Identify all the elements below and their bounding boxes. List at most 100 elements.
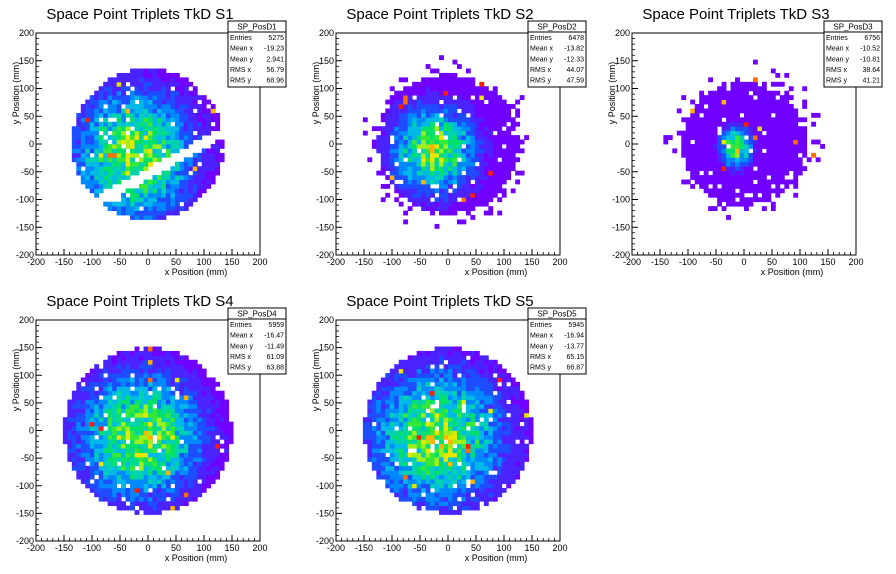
heatmap-bin bbox=[179, 492, 185, 498]
heatmap-bin bbox=[201, 452, 207, 458]
heatmap-bin bbox=[492, 483, 498, 489]
heatmap-bin bbox=[161, 72, 167, 78]
heatmap-bin bbox=[80, 417, 86, 423]
heatmap-bin bbox=[506, 130, 512, 136]
heatmap-bin bbox=[430, 175, 435, 180]
heatmap-bin bbox=[461, 161, 467, 167]
heatmap-bin bbox=[112, 426, 118, 431]
heatmap-bin bbox=[407, 386, 413, 392]
panel-1: -200 -150 -100 -50 0 50 100 150 200-200-150-100-… bbox=[11, 6, 287, 277]
heatmap-bin bbox=[134, 483, 140, 489]
heatmap-bin bbox=[784, 104, 790, 109]
heatmap-bin bbox=[766, 148, 772, 154]
heatmap-bin bbox=[161, 68, 167, 74]
heatmap-bin bbox=[456, 501, 462, 507]
heatmap-bins bbox=[62, 346, 234, 515]
heatmap-bin bbox=[407, 403, 413, 409]
heatmap-bin bbox=[797, 161, 803, 167]
heatmap-bin bbox=[685, 148, 691, 154]
heatmap-bin bbox=[139, 166, 144, 172]
stats-name: SP_PosD1 bbox=[237, 23, 277, 32]
heatmap-bin bbox=[179, 457, 185, 462]
heatmap-bin bbox=[434, 81, 440, 87]
heatmap-bin bbox=[188, 139, 194, 145]
heatmap-bin bbox=[739, 144, 745, 149]
heatmap-bin bbox=[376, 470, 382, 476]
heatmap-bin bbox=[398, 390, 404, 396]
heatmap-bin bbox=[389, 152, 395, 158]
heatmap-bin bbox=[434, 77, 440, 83]
heatmap-bin bbox=[197, 487, 203, 493]
heatmap-bin bbox=[134, 390, 140, 396]
stats-label: RMS y bbox=[230, 78, 252, 85]
heatmap-bin bbox=[389, 487, 395, 493]
heatmap-bin bbox=[488, 377, 494, 383]
heatmap-bin bbox=[125, 448, 131, 453]
heatmap-bin bbox=[197, 408, 203, 414]
heatmap-bin bbox=[156, 86, 162, 92]
heatmap-bin bbox=[439, 510, 444, 515]
heatmap-bin bbox=[483, 210, 489, 216]
heatmap-bin bbox=[130, 157, 135, 163]
heatmap-bin bbox=[757, 112, 763, 118]
heatmap-bin bbox=[470, 188, 476, 194]
heatmap-bin bbox=[67, 430, 73, 436]
heatmap-bin bbox=[766, 104, 772, 109]
heatmap-bin bbox=[398, 381, 404, 387]
heatmap-bin bbox=[188, 108, 194, 114]
heatmap-bin bbox=[148, 104, 153, 109]
heatmap-bin bbox=[784, 139, 790, 145]
heatmap-bin bbox=[134, 188, 140, 194]
heatmap-bin bbox=[421, 152, 426, 158]
x-tick-label: 200 bbox=[552, 257, 567, 267]
heatmap-bin bbox=[761, 170, 767, 176]
heatmap-bin bbox=[519, 412, 525, 418]
heatmap-bin bbox=[452, 135, 458, 140]
heatmap-bin bbox=[89, 426, 95, 431]
heatmap-bin bbox=[121, 479, 126, 484]
heatmap-bin bbox=[474, 399, 480, 405]
heatmap-bin bbox=[434, 373, 440, 378]
heatmap-bin bbox=[134, 492, 140, 498]
heatmap-bin bbox=[784, 117, 790, 123]
heatmap-bin bbox=[452, 461, 458, 467]
heatmap-bin bbox=[210, 390, 216, 396]
heatmap-bin bbox=[425, 373, 431, 378]
heatmap-bin bbox=[416, 139, 422, 145]
heatmap-bin bbox=[488, 368, 494, 374]
heatmap-bin bbox=[421, 90, 426, 96]
heatmap-bin bbox=[192, 496, 198, 502]
heatmap-bin bbox=[501, 434, 507, 440]
heatmap-bin bbox=[389, 157, 395, 163]
heatmap-bin bbox=[139, 452, 144, 458]
heatmap-bin bbox=[210, 175, 216, 180]
heatmap-bin bbox=[188, 95, 194, 100]
heatmap-bin bbox=[779, 152, 785, 158]
heatmap-bin bbox=[224, 430, 230, 436]
heatmap-bin bbox=[761, 188, 767, 194]
heatmap-bin bbox=[107, 457, 113, 462]
heatmap-bin bbox=[757, 170, 763, 176]
heatmap-bin bbox=[143, 192, 149, 198]
heatmap-bin bbox=[152, 364, 158, 370]
heatmap-bin bbox=[76, 161, 82, 167]
heatmap-bin bbox=[443, 99, 449, 105]
heatmap-bin bbox=[139, 381, 144, 387]
heatmap-bin bbox=[112, 144, 118, 149]
heatmap-bin bbox=[394, 152, 400, 158]
heatmap-bin bbox=[802, 126, 808, 132]
heatmap-bin bbox=[407, 112, 413, 118]
heatmap-bin bbox=[107, 368, 113, 374]
heatmap-bin bbox=[94, 126, 100, 132]
heatmap-bin bbox=[416, 130, 422, 136]
heatmap-bin bbox=[192, 457, 198, 462]
heatmap-bin bbox=[156, 417, 162, 423]
heatmap-bin bbox=[739, 175, 745, 180]
heatmap-bin bbox=[775, 126, 781, 132]
heatmap-bin bbox=[434, 157, 440, 163]
heatmap-bin bbox=[152, 421, 158, 427]
heatmap-bin bbox=[201, 474, 207, 480]
y-tick-label: -50 bbox=[321, 453, 334, 463]
heatmap-bin bbox=[425, 430, 431, 436]
heatmap-bin bbox=[456, 421, 462, 427]
